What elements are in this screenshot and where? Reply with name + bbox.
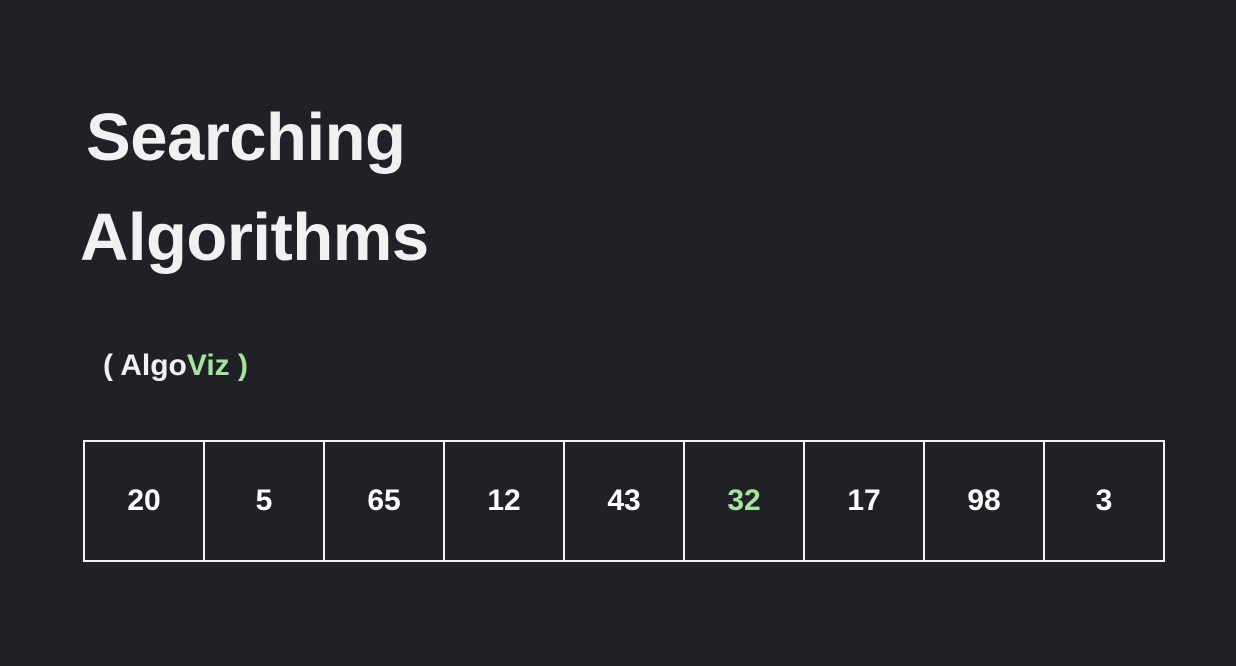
array-visualization: 20 5 65 12 43 32 17 98 3 (83, 440, 1165, 562)
array-cell: 43 (565, 442, 685, 560)
page-title-line-1: Searching (86, 100, 406, 175)
array-cell: 3 (1095, 484, 1113, 517)
page-title-line-2: Algorithms (80, 200, 429, 275)
subtitle-close-paren: ) (229, 349, 249, 382)
array-cell: 17 (805, 442, 925, 560)
brand-subtitle: ( AlgoViz ) (103, 346, 248, 386)
page-title: Searching Algorithms (80, 88, 429, 288)
array-cell: 98 (925, 442, 1045, 560)
array-cell: 5 (205, 442, 325, 560)
array-cell: 12 (445, 442, 565, 560)
brand-name-accent: Viz (186, 349, 230, 382)
array-cell: 20 (85, 442, 205, 560)
brand-name-main: Algo (120, 349, 187, 382)
array-cell-highlighted: 32 (685, 442, 805, 560)
subtitle-open-paren: ( (103, 349, 121, 382)
array-cell: 65 (325, 442, 445, 560)
